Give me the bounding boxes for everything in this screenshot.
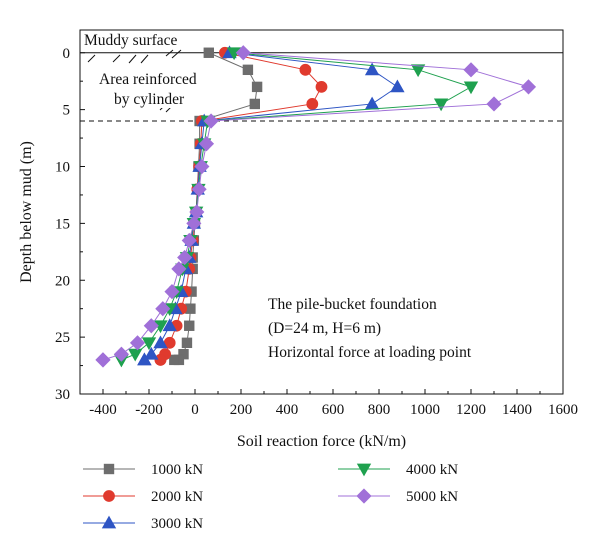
- data-point: [141, 337, 157, 351]
- legend: 1000 kN 2000 kN 3000 kN 4000 kN 5000 kN: [83, 462, 458, 532]
- data-point: [410, 64, 426, 78]
- x-tick-label: 200: [230, 402, 253, 418]
- muddy-surface-label-background: [82, 31, 202, 47]
- data-point: [144, 346, 159, 360]
- legend-item-4: 4000 kN: [338, 462, 458, 478]
- data-point: [198, 136, 215, 152]
- data-point: [235, 45, 251, 61]
- hatch-mark: [112, 54, 121, 63]
- data-point: [128, 348, 143, 362]
- x-axis-title: Soil reaction force (kN/m): [237, 433, 406, 450]
- data-point: [95, 352, 111, 368]
- foundation-note-line1: The pile-bucket foundation: [268, 296, 437, 313]
- y-tick-label: 10: [55, 160, 70, 176]
- muddy-surface-label: Muddy surface: [84, 32, 178, 49]
- y-axis-title: Depth below mud (m): [18, 141, 35, 283]
- data-point: [154, 353, 167, 366]
- data-point: [153, 335, 168, 349]
- legend-item-5: 5000 kN: [338, 488, 458, 505]
- data-point: [164, 284, 180, 300]
- x-tick-label: 1200: [456, 402, 486, 418]
- data-point: [315, 80, 328, 93]
- axis-ticks: -400 -200 0 200 400 600 800 1000 1200 1400 1600 0 5 1…: [55, 46, 578, 418]
- x-tick-label: -400: [89, 402, 117, 418]
- series-5: [95, 45, 537, 368]
- legend-item-1: 1000 kN: [83, 462, 203, 478]
- data-point: [203, 113, 219, 129]
- data-point: [390, 79, 405, 93]
- x-tick-label: 600: [322, 402, 345, 418]
- data-point: [433, 98, 449, 112]
- data-point: [137, 352, 152, 366]
- data-point: [194, 158, 210, 175]
- x-tick-label: 1400: [502, 402, 532, 418]
- legend-label: 1000 kN: [151, 462, 203, 478]
- data-point: [113, 346, 129, 362]
- data-point: [203, 47, 215, 58]
- data-point: [171, 261, 187, 277]
- y-tick-label: 15: [55, 216, 70, 232]
- hatch-marks-left: [87, 54, 149, 64]
- data-point: [181, 232, 197, 249]
- y-tick-label: 20: [55, 273, 70, 289]
- y-tick-label: 0: [63, 46, 71, 62]
- data-point: [251, 81, 263, 93]
- annotations: Muddy surface Area reinforced by cylinde…: [82, 31, 472, 361]
- data-point: [486, 96, 502, 112]
- legend-label: 3000 kN: [151, 516, 203, 532]
- legend-label: 4000 kN: [406, 462, 458, 478]
- data-point: [249, 98, 261, 110]
- x-tick-label: 0: [191, 402, 199, 418]
- data-point: [155, 301, 171, 317]
- reference-lines: [80, 52, 563, 122]
- foundation-note-line3: Horizontal force at loading point: [268, 344, 472, 361]
- data-point: [101, 515, 117, 529]
- hatch-mark: [165, 49, 174, 57]
- data-point: [356, 488, 372, 504]
- data-point: [181, 337, 193, 349]
- y-tick-label: 25: [55, 330, 70, 346]
- data-point: [143, 318, 159, 334]
- data-point: [364, 62, 380, 76]
- series-layer: [95, 45, 537, 368]
- hatch-mark: [128, 54, 137, 64]
- data-point: [463, 81, 479, 95]
- data-point: [191, 181, 207, 197]
- plot-frame: [79, 29, 564, 395]
- data-point: [103, 490, 115, 502]
- data-point: [184, 320, 195, 331]
- foundation-note-line2: (D=24 m, H=6 m): [268, 320, 381, 337]
- y-tick-label: 30: [55, 387, 70, 403]
- data-point: [103, 463, 115, 475]
- hatch-mark: [171, 49, 182, 59]
- x-tick-label: 1600: [548, 402, 578, 418]
- data-point: [186, 215, 202, 231]
- x-tick-label: 1000: [410, 402, 440, 418]
- data-point: [129, 335, 146, 351]
- legend-label: 5000 kN: [406, 489, 458, 505]
- legend-label: 2000 kN: [151, 489, 203, 505]
- data-point: [520, 79, 537, 95]
- x-tick-label: 400: [276, 402, 299, 418]
- hatch-mark: [140, 54, 149, 64]
- reinforced-label-background: [96, 70, 208, 108]
- legend-item-2: 2000 kN: [83, 489, 203, 505]
- reinforced-area-label-line2: by cylinder: [114, 91, 185, 108]
- data-point: [364, 96, 380, 110]
- hatch-mark: [87, 54, 96, 63]
- x-tick-label: 800: [368, 402, 391, 418]
- data-point: [299, 63, 312, 76]
- data-point: [169, 354, 180, 366]
- data-point: [177, 249, 193, 266]
- data-point: [356, 463, 372, 477]
- data-point: [306, 98, 319, 110]
- x-tick-label: -200: [135, 402, 163, 418]
- data-point: [162, 318, 177, 332]
- data-point: [242, 64, 254, 76]
- legend-item-3: 3000 kN: [83, 515, 203, 532]
- y-tick-label: 5: [63, 103, 71, 119]
- data-point: [463, 62, 479, 78]
- reinforced-area-label-line1: Area reinforced: [99, 71, 197, 88]
